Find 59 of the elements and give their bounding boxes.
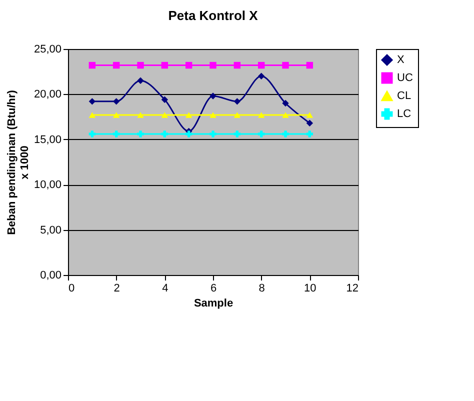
point (112, 130, 120, 138)
y-tick-label: 0,00 (40, 270, 62, 282)
point (234, 62, 241, 69)
point (306, 120, 314, 126)
point (161, 130, 168, 138)
legend-label: LC (397, 108, 412, 120)
point (258, 112, 265, 118)
y-tick-label: 10,00 (34, 179, 62, 192)
point (161, 62, 168, 69)
point (258, 62, 265, 69)
point (306, 130, 314, 138)
point (258, 130, 265, 138)
point (306, 62, 314, 69)
point (210, 130, 216, 138)
x-tick-label: 2 (114, 282, 120, 294)
point (137, 77, 144, 84)
point (306, 112, 314, 118)
point (137, 112, 144, 118)
point (282, 112, 289, 118)
x-tick-label: 0 (68, 282, 75, 294)
x-tick-label: 12 (346, 282, 358, 294)
legend-label: UC (397, 72, 413, 84)
point (112, 98, 120, 105)
point (185, 130, 192, 138)
point (185, 112, 192, 118)
point (210, 112, 216, 118)
point (161, 96, 168, 103)
point (234, 98, 241, 105)
point (88, 62, 96, 69)
point (185, 62, 192, 69)
point (234, 112, 241, 118)
point (88, 112, 96, 118)
legend-label: CL (397, 90, 412, 102)
point (137, 130, 144, 138)
y-tick-label: 5,00 (40, 224, 62, 236)
point (88, 130, 96, 138)
point (234, 130, 241, 138)
point (88, 98, 96, 105)
x-tick-label: 6 (210, 282, 217, 294)
x-tick-label: 4 (162, 282, 168, 294)
y-axis-title: Beban pendinginan (Btu/hr) x 1000 (6, 90, 31, 235)
x-tick-label: 10 (304, 282, 316, 294)
legend-label: X (397, 54, 405, 66)
point (282, 130, 289, 138)
y-tick-label: 25,00 (34, 44, 62, 56)
y-tick-label: 15,00 (34, 134, 62, 146)
point (112, 62, 120, 69)
point (258, 72, 265, 80)
x-axis-title: Sample (194, 298, 234, 310)
point (282, 100, 289, 107)
point (210, 62, 216, 69)
point (282, 62, 289, 69)
point (161, 112, 168, 118)
y-tick-label: 20,00 (34, 88, 62, 101)
x-tick-label: 8 (258, 282, 265, 294)
point (137, 62, 144, 69)
point (112, 112, 120, 118)
point (210, 92, 216, 100)
chart-title: Peta Kontrol X (168, 8, 258, 23)
